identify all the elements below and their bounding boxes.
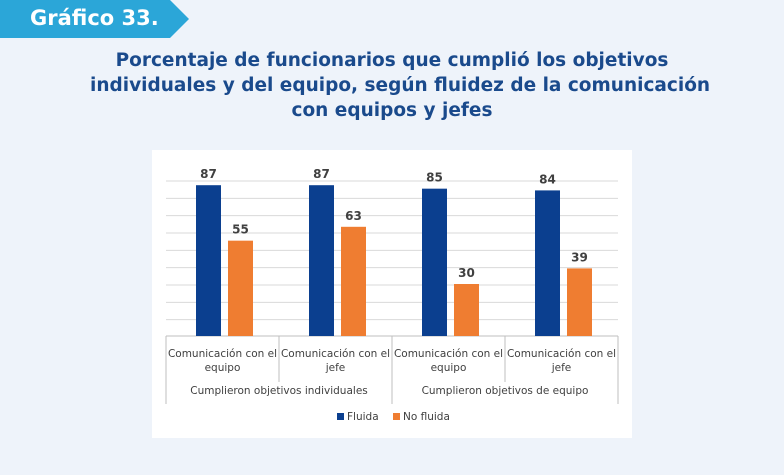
category-label: Comunicación con el xyxy=(281,348,390,360)
chart-number-badge: Gráfico 33. xyxy=(0,0,190,38)
data-label: 30 xyxy=(458,266,475,280)
bar-fluida xyxy=(535,190,560,336)
chart-area: 87 55 Comunicación con el equipo 87 63 Comunic… xyxy=(152,150,632,438)
chart-title-line-3: con equipos y jefes xyxy=(291,100,493,121)
data-label: 85 xyxy=(426,171,443,185)
category-label: equipo xyxy=(205,362,241,374)
bar-fluida xyxy=(422,188,447,336)
category-label: equipo xyxy=(431,362,467,374)
category-label: jefe xyxy=(551,362,572,374)
bar-chart: 87 55 Comunicación con el equipo 87 63 Comunic… xyxy=(165,167,619,423)
bar-no-fluida xyxy=(567,268,592,336)
legend-label: Fluida xyxy=(347,411,379,423)
category-label: Comunicación con el xyxy=(168,348,277,360)
chart-title-line-1: Porcentaje de funcionarios que cumplió l… xyxy=(115,50,669,71)
group-label: Cumplieron objetivos de equipo xyxy=(422,385,589,397)
badge-arrow-shape xyxy=(0,0,189,38)
data-label: 87 xyxy=(313,167,330,181)
bar-no-fluida xyxy=(228,240,253,336)
bar-fluida xyxy=(196,185,221,336)
data-label: 63 xyxy=(345,209,362,223)
category-label: Comunicación con el xyxy=(394,348,503,360)
data-label: 55 xyxy=(232,223,249,237)
data-label: 39 xyxy=(571,250,588,264)
badge-label: Gráfico 33. xyxy=(30,6,159,30)
data-label: 84 xyxy=(539,172,556,186)
category-label: Comunicación con el xyxy=(507,348,616,360)
chart-title-line-2: individuales y del equipo, según fluidez… xyxy=(90,75,711,96)
bar-fluida xyxy=(309,185,334,336)
chart-title: Porcentaje de funcionarios que cumplió l… xyxy=(90,48,711,123)
category-label: jefe xyxy=(325,362,346,374)
group-label: Cumplieron objetivos individuales xyxy=(190,385,368,397)
legend-swatch-no-fluida xyxy=(393,413,400,420)
bar-no-fluida xyxy=(341,226,366,336)
bar-no-fluida xyxy=(454,284,479,336)
legend-label: No fluida xyxy=(403,411,450,423)
legend-swatch-fluida xyxy=(337,413,344,420)
data-label: 87 xyxy=(200,167,217,181)
